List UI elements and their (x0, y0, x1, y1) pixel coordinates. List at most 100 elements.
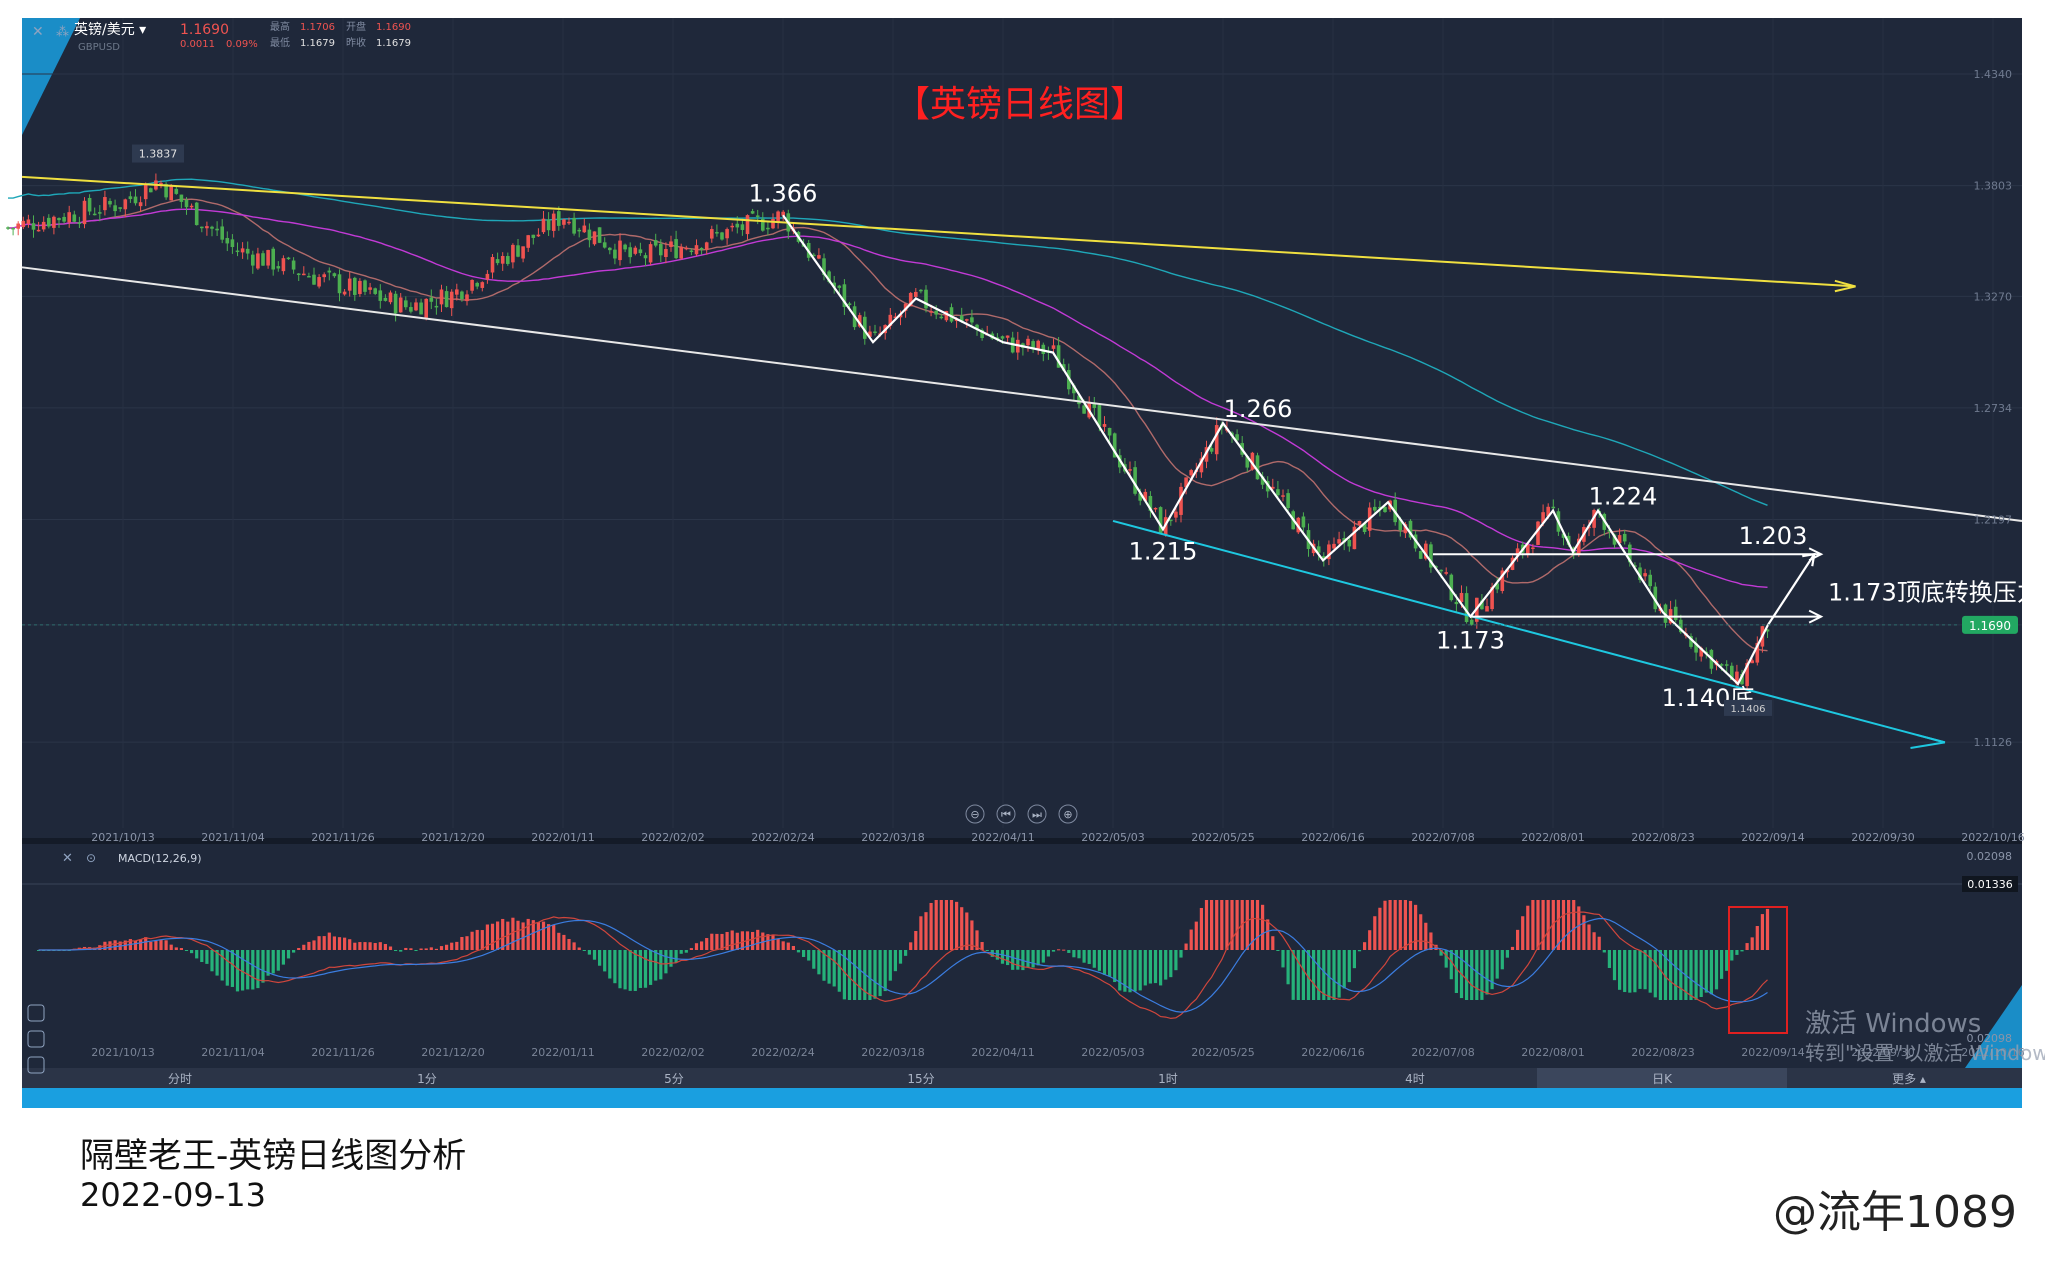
macd-histogram-bar (1092, 950, 1096, 968)
macd-histogram-bar (1470, 950, 1474, 1000)
date-axis-label: 2022/05/25 (1191, 831, 1254, 844)
pencil-icon[interactable] (27, 1030, 45, 1048)
candle-body (1337, 539, 1341, 544)
candle-body (1184, 477, 1188, 488)
macd-histogram-bar (1475, 950, 1479, 1000)
candle-body (618, 240, 622, 261)
candle-body (704, 242, 709, 250)
macd-histogram-bar (689, 948, 693, 950)
candle-body (699, 247, 704, 250)
macd-date-label: 2021/11/04 (201, 1046, 264, 1059)
candle-body (1143, 491, 1148, 502)
candle-body (317, 277, 321, 287)
candle-body (475, 282, 479, 287)
timeframe-tab[interactable]: 1分 (417, 1072, 437, 1086)
candle-body (128, 196, 133, 200)
candle-body (1719, 664, 1724, 666)
date-axis-label: 2022/04/11 (971, 831, 1034, 844)
candle-body (169, 185, 173, 201)
macd-histogram-bar (1516, 929, 1520, 950)
candle-body (174, 188, 179, 194)
candle-body (919, 289, 923, 292)
candle-body (837, 285, 842, 288)
zoom-in-icon[interactable]: ⊕ (1063, 808, 1072, 821)
macd-histogram-bar (847, 950, 852, 1000)
macd-histogram-bar (1174, 950, 1178, 971)
candle-body (868, 331, 872, 337)
candle-body (353, 277, 357, 295)
candle-body (1561, 533, 1566, 538)
macd-histogram-bar (1444, 950, 1448, 968)
candle-body (358, 280, 362, 295)
macd-histogram-bar (179, 948, 183, 950)
candle-body (465, 294, 469, 302)
macd-histogram-bar (490, 923, 495, 950)
macd-histogram-bar (1521, 916, 1525, 950)
header-price: 1.1690 (180, 22, 229, 38)
price-axis-label: 1.2734 (1974, 402, 2013, 415)
candle-body (766, 227, 770, 230)
candle-body (750, 211, 755, 214)
macd-date-label: 2022/07/08 (1411, 1046, 1474, 1059)
macd-histogram-bar (705, 938, 709, 950)
zoom-out-icon[interactable]: ⊖ (970, 808, 979, 821)
macd-histogram-bar (154, 940, 158, 950)
timeframe-tab[interactable]: 15分 (907, 1072, 934, 1086)
chart-tools-icon[interactable] (27, 1056, 45, 1074)
timeframe-tab[interactable]: 日K (1652, 1072, 1673, 1086)
candle-body (1469, 619, 1474, 625)
candle-body (812, 254, 816, 257)
candle-body (1566, 535, 1571, 545)
macd-histogram-bar (108, 941, 112, 950)
macd-histogram-bar (1199, 907, 1203, 950)
header-change: 0.0011 (180, 39, 215, 50)
macd-histogram-bar (980, 942, 984, 950)
macd-histogram-bar (531, 920, 535, 950)
candle-body (1403, 524, 1408, 534)
candle-body (31, 223, 36, 230)
candle-body (460, 291, 464, 300)
candle-body (516, 245, 520, 257)
candle-body (1480, 600, 1484, 610)
timeframe-tab[interactable]: 4时 (1405, 1072, 1425, 1086)
macd-histogram-bar (664, 950, 668, 974)
yellow-arrowhead (1834, 279, 1856, 293)
candle-body (373, 288, 377, 294)
candle-body (842, 284, 847, 307)
macd-histogram-bar (251, 950, 255, 990)
candle-body (1745, 662, 1749, 687)
candle-body (664, 249, 668, 258)
candle-body (613, 249, 617, 259)
ruler-icon[interactable] (27, 1004, 45, 1022)
candle-body (898, 314, 903, 318)
macd-histogram-bar (1271, 936, 1275, 950)
jump-start-icon[interactable]: ⏮ (1001, 808, 1011, 821)
candle-body (1730, 665, 1734, 680)
macd-histogram-bar (1465, 950, 1469, 1000)
macd-histogram-bar (1638, 950, 1642, 989)
macd-histogram-bar (521, 922, 525, 950)
macd-histogram-bar (1449, 950, 1453, 980)
macd-histogram-bar (598, 950, 602, 966)
macd-histogram-bar (1118, 950, 1122, 991)
candle-body (291, 260, 296, 270)
macd-histogram-bar (496, 921, 500, 950)
timeframe-tab[interactable]: 1时 (1158, 1072, 1178, 1086)
macd-histogram-bar (1531, 900, 1535, 950)
candle-body (398, 297, 403, 313)
candle-body (286, 257, 291, 260)
candle-body (720, 232, 724, 240)
macd-histogram-bar (1317, 950, 1321, 1000)
macd-histogram-bar (751, 931, 755, 950)
macd-histogram-bar (1261, 904, 1265, 950)
date-axis-label: 2022/01/11 (531, 831, 594, 844)
candle-body (1633, 565, 1637, 567)
timeframe-tab[interactable]: 5分 (664, 1072, 684, 1086)
candle-body (1495, 583, 1499, 590)
macd-histogram-bar (256, 950, 260, 989)
jump-end-icon[interactable]: ⏭ (1032, 808, 1042, 821)
macd-histogram-bar (1612, 950, 1617, 981)
timeframe-tab[interactable]: 更多 ▴ (1892, 1072, 1926, 1086)
timeframe-tab[interactable]: 分时 (168, 1072, 192, 1086)
